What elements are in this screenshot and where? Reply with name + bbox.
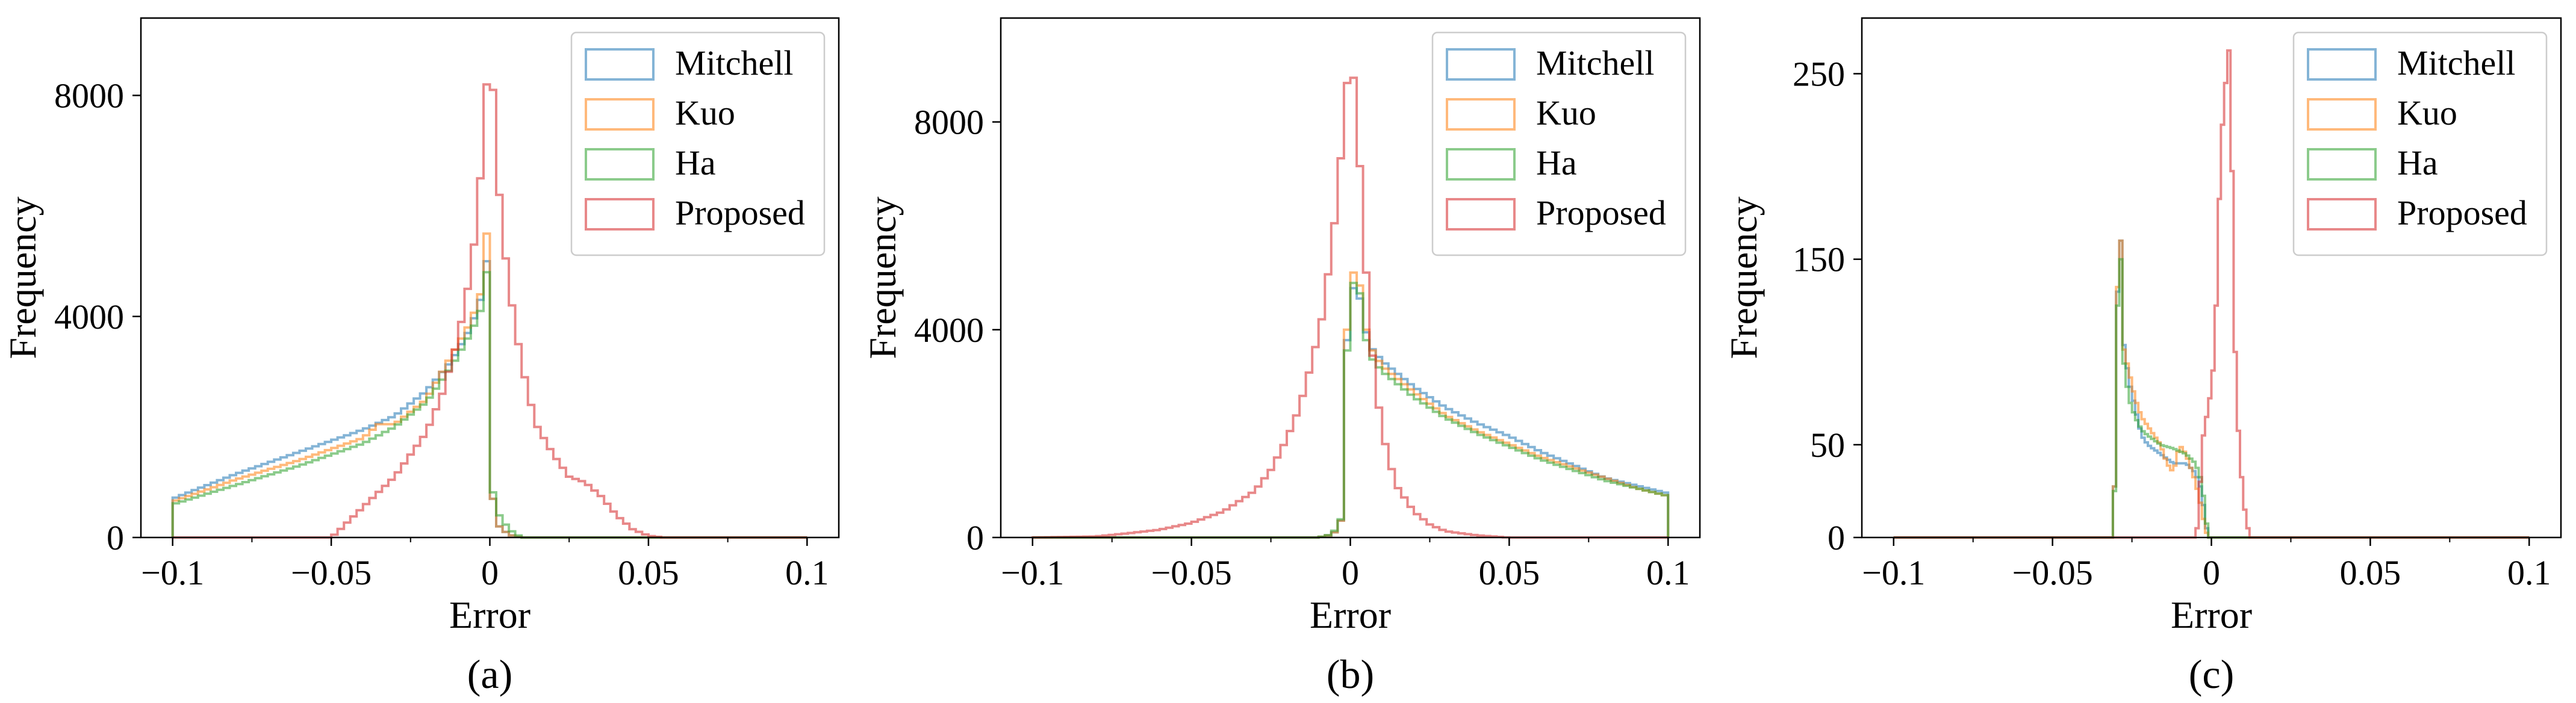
legend-label-ha: Ha — [1536, 143, 1577, 182]
x-tick-label: 0.1 — [1646, 553, 1690, 592]
legend-label-kuo: Kuo — [675, 93, 735, 132]
x-tick-label: 0 — [481, 553, 499, 592]
y-tick-label: 50 — [1810, 426, 1845, 465]
x-tick-label: −0.05 — [2012, 553, 2093, 592]
panel-label: (c) — [2189, 651, 2234, 697]
legend-label-proposed: Proposed — [2397, 193, 2527, 232]
y-tick-label: 4000 — [54, 297, 124, 336]
legend-swatch-kuo — [1446, 98, 1516, 131]
legend: Mitchell Kuo Ha Proposed — [1431, 31, 1687, 256]
chart-panel-3: −0.1 −0.05 0 0.05 0.1 0 50 150 250 Error Frequency… — [1722, 17, 2562, 697]
legend-label-kuo: Kuo — [2397, 93, 2457, 132]
legend-swatch-proposed — [1446, 198, 1516, 231]
legend-swatch-proposed — [2307, 198, 2377, 231]
x-tick-label: 0 — [2203, 553, 2220, 592]
x-tick-label: 0.05 — [1479, 553, 1540, 592]
x-tick-label: 0.05 — [2340, 553, 2401, 592]
legend: Mitchell Kuo Ha Proposed — [570, 31, 826, 256]
legend-label-ha: Ha — [675, 143, 716, 182]
x-tick-label: 0.1 — [785, 553, 829, 592]
x-axis-label: Error — [2171, 593, 2252, 636]
x-tick-label: −0.05 — [291, 553, 372, 592]
y-tick-label: 8000 — [54, 76, 124, 116]
legend-swatch-kuo — [585, 98, 655, 131]
y-tick-label: 0 — [1828, 518, 1845, 557]
legend-label-mitchell: Mitchell — [2397, 43, 2516, 82]
legend-label-proposed: Proposed — [675, 193, 805, 232]
y-tick-label: 4000 — [914, 311, 984, 350]
x-axis-label: Error — [449, 593, 530, 636]
series-proposed-histogram — [172, 83, 807, 539]
legend-swatch-mitchell — [2307, 48, 2377, 81]
legend-label-mitchell: Mitchell — [1536, 43, 1655, 82]
legend-label-ha: Ha — [2397, 143, 2438, 182]
legend: Mitchell Kuo Ha Proposed — [2292, 31, 2548, 256]
y-tick-label: 150 — [1793, 240, 1845, 279]
legend-swatch-proposed — [585, 198, 655, 231]
series-ha-histogram — [1032, 282, 1670, 539]
y-tick-label: 250 — [1793, 54, 1845, 93]
y-tick-label: 8000 — [914, 103, 984, 142]
x-tick-label: 0 — [1342, 553, 1359, 592]
x-tick-label: −0.1 — [141, 553, 204, 592]
x-tick-label: −0.1 — [1862, 553, 1925, 592]
legend-swatch-kuo — [2307, 98, 2377, 131]
y-tick-label: 0 — [966, 518, 984, 557]
legend-swatch-ha — [1446, 148, 1516, 181]
legend-label-mitchell: Mitchell — [675, 43, 794, 82]
legend-label-proposed: Proposed — [1536, 193, 1666, 232]
panel-label: (b) — [1327, 651, 1374, 697]
panel-label: (a) — [467, 651, 512, 697]
x-tick-label: −0.05 — [1151, 553, 1232, 592]
x-tick-label: −0.1 — [1001, 553, 1064, 592]
x-axis-label: Error — [1310, 593, 1391, 636]
y-axis-label: Frequency — [861, 196, 904, 359]
chart-panel-2: −0.1 −0.05 0 0.05 0.1 0 4000 8000 Error Frequency… — [861, 17, 1701, 697]
x-tick-label: 0.1 — [2507, 553, 2551, 592]
legend-swatch-ha — [585, 148, 655, 181]
y-axis-label: Frequency — [1, 196, 44, 359]
legend-swatch-mitchell — [585, 48, 655, 81]
y-axis-label: Frequency — [1722, 196, 1765, 359]
legend-label-kuo: Kuo — [1536, 93, 1596, 132]
legend-swatch-ha — [2307, 148, 2377, 181]
y-tick-label: 0 — [107, 518, 124, 557]
legend-swatch-mitchell — [1446, 48, 1516, 81]
chart-panel-1: −0.1 −0.05 0 0.05 0.1 0 4000 8000 Error Frequency… — [1, 17, 840, 697]
x-tick-label: 0.05 — [618, 553, 679, 592]
